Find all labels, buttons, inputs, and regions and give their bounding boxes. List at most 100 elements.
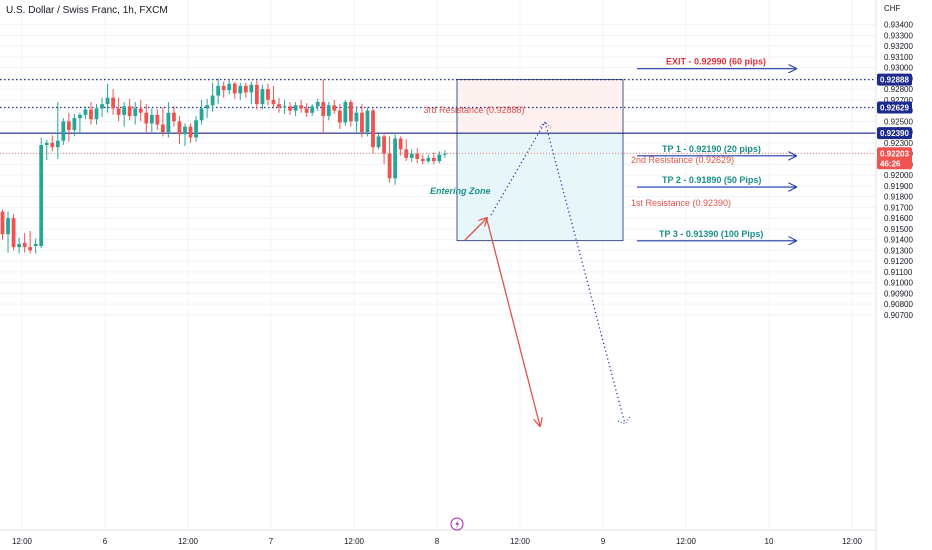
candle — [321, 79, 326, 135]
candle — [188, 123, 193, 143]
candle — [105, 83, 110, 113]
level-price-tag — [877, 101, 912, 114]
candle — [127, 98, 132, 121]
candle — [94, 104, 99, 125]
level-price-tag-label: 0.92888 — [880, 76, 909, 85]
current-price-tag — [877, 147, 912, 170]
candle-body — [28, 247, 33, 251]
level-price-tag-label: 0.92390 — [880, 129, 909, 138]
candle — [387, 136, 392, 183]
candle-body — [348, 102, 353, 122]
candle — [382, 133, 386, 165]
candle — [89, 102, 93, 125]
candle — [260, 84, 265, 110]
y-tick-label: 0.90900 — [884, 289, 913, 298]
y-tick-label: 0.93300 — [884, 31, 913, 40]
x-tick-label: 8 — [435, 537, 440, 546]
candle — [122, 102, 127, 127]
drop-arrow — [486, 219, 540, 426]
candle-body — [188, 126, 193, 138]
resistance-zone — [457, 79, 623, 134]
candle-body — [232, 83, 237, 94]
candle-body — [210, 95, 215, 106]
candle-body — [216, 85, 221, 96]
candle — [271, 85, 276, 109]
candle-body — [382, 136, 386, 154]
y-axis-ticks: 0.934000.933000.932000.931000.930000.929… — [884, 21, 913, 320]
x-tick-label: 12:00 — [344, 537, 365, 546]
candle-body — [177, 121, 182, 135]
current-price-label: 0.92203 — [880, 149, 909, 158]
candle — [194, 115, 198, 142]
candle-body — [33, 243, 38, 247]
candle-body — [100, 104, 104, 109]
candles — [0, 78, 447, 254]
candle-body — [365, 110, 370, 133]
candle-body — [393, 138, 398, 179]
y-tick-label: 0.93400 — [884, 21, 913, 30]
tp2-label: TP 2 - 0.91890 (50 Pips) — [662, 175, 761, 185]
candle-body — [44, 142, 49, 145]
candle-body — [293, 105, 298, 111]
currency-label: CHF — [884, 4, 901, 13]
candle-body — [249, 84, 254, 93]
candle-body — [238, 85, 243, 94]
level-price-tag — [877, 73, 912, 86]
y-tick-label: 0.92800 — [884, 85, 913, 94]
x-tick-label: 6 — [103, 537, 108, 546]
candle-body — [288, 106, 292, 111]
candle — [205, 98, 210, 119]
candle — [55, 102, 60, 159]
candle — [0, 209, 5, 240]
y-tick-label: 0.93100 — [884, 53, 913, 62]
candle-body — [0, 211, 5, 235]
candle — [293, 102, 298, 116]
candle-body — [94, 108, 99, 120]
x-axis-ticks[interactable]: 12:00 6 12:00 7 12:00 8 12:00 9 12:00 10 12:00 — [12, 537, 863, 546]
candle-body — [415, 153, 420, 159]
y-tick-label: 0.91200 — [884, 257, 913, 266]
y-tick-label: 0.91500 — [884, 225, 913, 234]
candle-body — [111, 97, 115, 109]
candle — [310, 104, 315, 116]
candle — [61, 118, 66, 145]
candle-body — [271, 99, 276, 105]
candle-body — [343, 102, 348, 123]
candle — [17, 237, 21, 254]
candle — [365, 107, 370, 137]
lightning-icon[interactable] — [450, 517, 464, 531]
y-tick-label: 0.92500 — [884, 117, 913, 126]
candle-body — [55, 140, 60, 148]
candle-body — [89, 109, 93, 120]
candle — [393, 134, 398, 185]
candle — [404, 139, 409, 162]
x-tick-label: 9 — [601, 537, 606, 546]
candle-body — [122, 106, 127, 115]
candle-body — [376, 136, 381, 148]
trade-box — [456, 79, 624, 242]
candle — [360, 104, 364, 138]
candle-body — [83, 109, 88, 115]
price-levels — [0, 79, 876, 154]
candle — [426, 154, 431, 164]
y-tick-label: 0.91600 — [884, 214, 913, 223]
candle — [183, 123, 187, 147]
y-tick-label: 0.90700 — [884, 311, 913, 320]
candle — [39, 137, 44, 249]
tp3-label: TP 3 - 0.91390 (100 Pips) — [659, 229, 763, 239]
candle — [343, 99, 348, 126]
y-tick-label: 0.91000 — [884, 279, 913, 288]
candle-body — [199, 108, 204, 121]
candle — [232, 81, 237, 99]
candle — [354, 106, 359, 133]
candle-body — [354, 112, 359, 122]
candle — [72, 113, 77, 137]
candle-body — [310, 106, 315, 113]
exit-label: EXIT - 0.92990 (60 pips) — [666, 57, 766, 67]
candle — [216, 78, 221, 105]
candle — [371, 108, 375, 154]
candle-body — [127, 106, 132, 116]
candle — [266, 83, 270, 106]
